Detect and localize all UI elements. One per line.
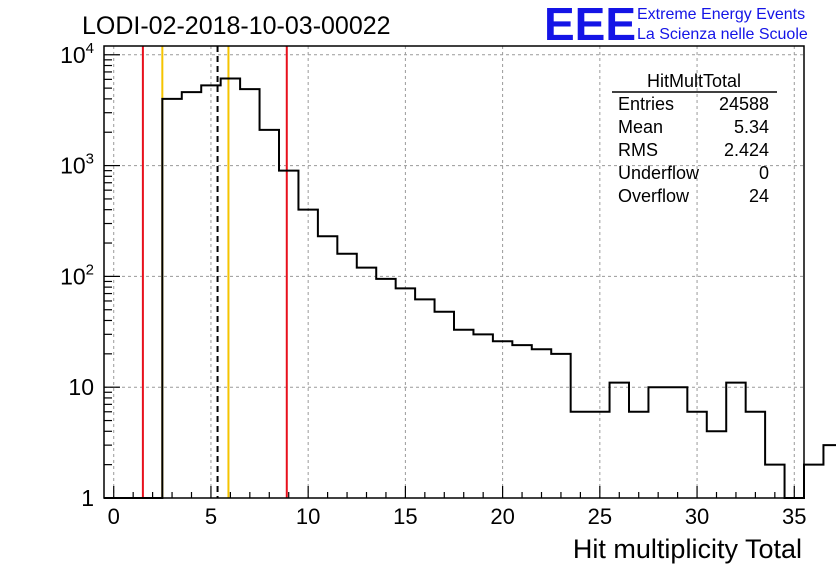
y-tick-label: 103 — [60, 151, 94, 179]
y-tick-label: 104 — [60, 40, 94, 68]
logo-line-1: Extreme Energy Events — [637, 6, 805, 23]
stats-label: Underflow — [618, 163, 700, 183]
y-tick-label: 102 — [60, 261, 94, 289]
y-tick-label: 10 — [68, 374, 94, 400]
stats-value: 5.34 — [734, 117, 769, 137]
logo-mark: EEE — [544, 0, 636, 50]
logo-line-2: La Scienza nelle Scuole — [637, 26, 808, 43]
stats-value: 24588 — [719, 94, 769, 114]
x-tick-label: 10 — [296, 504, 320, 529]
x-axis-ticks: 0 5 10 15 20 25 30 35 — [108, 486, 807, 529]
stats-label: Entries — [618, 94, 674, 114]
x-tick-label: 0 — [108, 504, 120, 529]
y-tick-label: 1 — [81, 485, 94, 511]
marker-lines — [141, 46, 288, 498]
x-axis-label: Hit multiplicity Total — [573, 534, 802, 564]
x-tick-label: 35 — [782, 504, 806, 529]
stats-label: Overflow — [618, 186, 690, 206]
eee-logo: EEE Extreme Energy Events La Scienza nel… — [544, 0, 808, 50]
x-tick-label: 30 — [685, 504, 709, 529]
stats-value: 24 — [749, 186, 769, 206]
stats-box: HitMultTotal Entries 24588 Mean 5.34 RMS 2.42… — [612, 71, 777, 206]
stats-value: 2.424 — [724, 140, 769, 160]
stats-label: Mean — [618, 117, 663, 137]
x-tick-label: 25 — [588, 504, 612, 529]
histogram-outline — [104, 77, 836, 499]
y-axis-ticks: 1 10 102 103 104 — [60, 40, 120, 511]
stats-rows: Entries 24588 Mean 5.34 RMS 2.424 Underflow 0 Ov… — [618, 94, 769, 206]
grid-lines — [104, 46, 804, 499]
x-tick-label: 5 — [205, 504, 217, 529]
chart-title: LODI-02-2018-10-03-00022 — [82, 12, 391, 40]
x-tick-label: 15 — [393, 504, 417, 529]
x-tick-label: 20 — [490, 504, 514, 529]
stats-value: 0 — [759, 163, 769, 183]
stats-title: HitMultTotal — [647, 71, 741, 91]
plot-frame — [103, 45, 805, 499]
stats-label: RMS — [618, 140, 658, 160]
